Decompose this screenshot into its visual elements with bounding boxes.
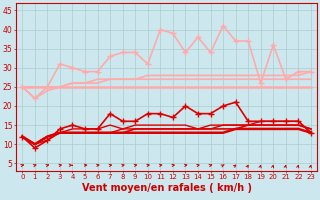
- X-axis label: Vent moyen/en rafales ( km/h ): Vent moyen/en rafales ( km/h ): [82, 183, 252, 193]
